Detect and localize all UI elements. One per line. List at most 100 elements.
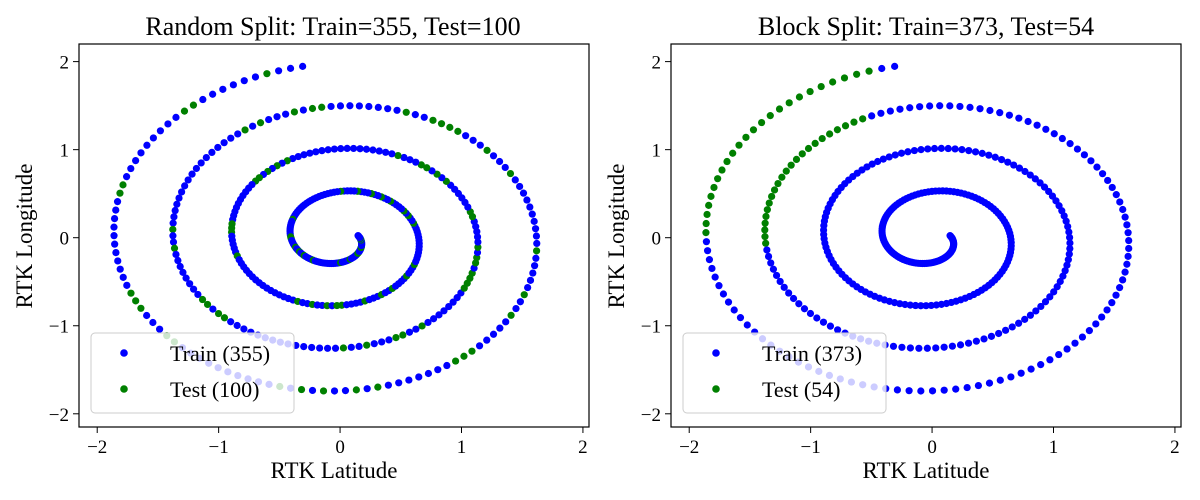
train-point: [233, 321, 241, 330]
train-point: [511, 176, 519, 184]
test-point: [761, 219, 769, 227]
test-point: [775, 105, 784, 113]
test-point: [735, 141, 743, 149]
train-point: [265, 115, 273, 124]
test-point: [702, 229, 710, 237]
train-point: [1050, 288, 1058, 296]
test-point: [762, 212, 770, 221]
test-point: [402, 108, 410, 116]
train-point: [174, 256, 182, 265]
train-point: [381, 148, 390, 156]
test-point: [203, 300, 212, 309]
train-point: [127, 164, 135, 173]
train-point: [529, 269, 537, 277]
train-point: [405, 376, 413, 384]
x-tick-label: 0: [927, 437, 937, 458]
train-point: [526, 203, 534, 211]
train-point: [209, 90, 217, 98]
train-point: [524, 283, 532, 292]
train-point: [1066, 140, 1074, 148]
train-point: [475, 342, 484, 350]
train-point: [532, 254, 540, 262]
test-point: [127, 289, 135, 297]
y-axis-label: RTK Longitude: [604, 164, 629, 309]
train-point: [229, 81, 237, 89]
train-point: [289, 154, 297, 163]
test-point: [483, 146, 491, 154]
train-point: [928, 387, 937, 395]
train-point: [1087, 157, 1095, 165]
train-point: [169, 219, 177, 227]
train-point: [705, 256, 714, 264]
train-point: [1125, 244, 1133, 253]
train-point: [516, 182, 524, 191]
train-point: [1112, 291, 1120, 299]
train-point: [936, 102, 944, 110]
train-point: [1066, 239, 1074, 247]
train-point: [182, 274, 190, 282]
train-point: [893, 386, 901, 394]
train-point: [354, 232, 362, 240]
train-point: [227, 134, 235, 142]
x-tick-label: −1: [209, 437, 229, 458]
train-point: [173, 200, 181, 208]
train-point: [1056, 277, 1064, 286]
test-point: [795, 93, 804, 101]
x-tick-label: −2: [679, 437, 699, 458]
train-point: [143, 311, 151, 320]
y-axis-label: RTK Longitude: [12, 164, 37, 309]
train-point: [189, 285, 198, 293]
train-point: [769, 265, 778, 273]
train-point: [440, 307, 448, 315]
train-point: [1037, 361, 1045, 369]
train-point: [375, 147, 383, 155]
train-point: [123, 281, 131, 289]
train-point: [502, 318, 510, 326]
train-point: [123, 173, 131, 181]
train-point: [1031, 175, 1039, 183]
x-axis-label: RTK Latitude: [270, 458, 397, 483]
train-point: [299, 62, 307, 70]
test-point: [352, 386, 360, 394]
train-point: [986, 106, 994, 115]
train-point: [179, 268, 187, 276]
test-point: [757, 118, 766, 127]
train-point: [412, 158, 420, 166]
train-point: [711, 273, 719, 281]
train-point: [192, 164, 201, 173]
train-point: [785, 289, 793, 297]
train-point: [813, 314, 821, 322]
test-point: [761, 233, 769, 241]
train-point: [473, 248, 482, 257]
train-point: [1004, 158, 1012, 166]
y-tick-label: −2: [49, 405, 69, 426]
train-point: [393, 106, 401, 114]
train-point: [323, 344, 332, 352]
train-point: [904, 148, 912, 156]
train-point: [171, 206, 179, 215]
train-point: [1061, 267, 1069, 275]
train-point: [214, 143, 222, 152]
train-point: [528, 210, 536, 218]
test-point: [507, 311, 515, 319]
train-point: [116, 265, 124, 273]
train-point: [940, 343, 948, 351]
train-point: [1065, 228, 1073, 236]
test-point: [119, 181, 127, 189]
train-point: [800, 305, 809, 313]
train-point: [306, 149, 314, 157]
train-point: [703, 247, 712, 255]
train-point: [910, 146, 919, 155]
train-point: [526, 276, 535, 284]
test-point: [804, 144, 813, 153]
test-point: [714, 175, 722, 183]
train-point: [172, 113, 180, 121]
train-point: [346, 102, 354, 110]
x-tick-label: 1: [1049, 437, 1059, 458]
train-point: [220, 139, 228, 147]
train-point: [132, 157, 140, 165]
train-point: [1021, 315, 1029, 323]
train-point: [948, 342, 956, 350]
train-point: [474, 238, 482, 246]
train-point: [286, 64, 295, 72]
